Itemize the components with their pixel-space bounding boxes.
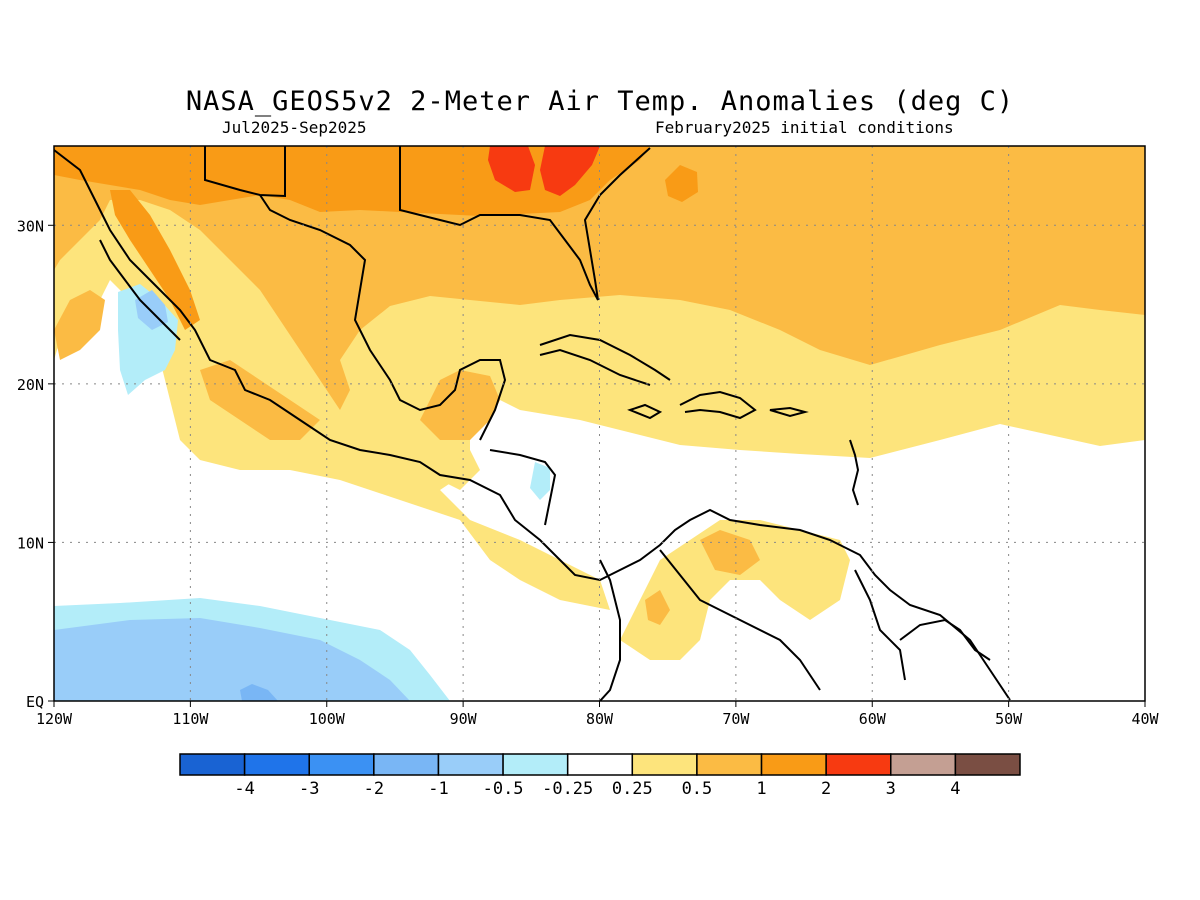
legend-swatch <box>890 753 957 776</box>
legend-label: -1 <box>428 779 448 799</box>
lon-tick-label: 90W <box>450 710 478 728</box>
latitude-axis: 30N 20N 10N EQ <box>17 217 54 711</box>
legend-label: -2 <box>364 779 384 799</box>
legend-swatch <box>179 753 246 776</box>
legend-swatch <box>954 753 1021 776</box>
anomaly-field <box>54 146 1145 701</box>
map-grid <box>54 146 1145 701</box>
coastlines <box>54 146 1011 701</box>
anomaly-band-2-3-east <box>540 146 600 196</box>
legend-label: -3 <box>299 779 319 799</box>
lon-tick-label: 110W <box>172 710 209 728</box>
anomaly-band-0.25-0.5-south <box>620 520 850 660</box>
map-title: NASA_GEOS5v2 2-Meter Air Temp. Anomalies… <box>185 86 1015 117</box>
legend-swatch <box>825 753 892 776</box>
legend-label: 4 <box>950 779 960 799</box>
anomaly-band-0.5-1-venezuela <box>700 530 760 575</box>
initial-conditions-label: February2025 initial conditions <box>655 118 954 137</box>
legend-label: 0.25 <box>612 779 653 799</box>
lon-tick-label: 70W <box>722 710 750 728</box>
color-legend: -4 -3 -2 -1 -0.5 -0.25 0.25 0.5 1 2 3 4 <box>179 753 1021 799</box>
anomaly-band-0.5-1-pacific-west <box>54 290 105 360</box>
legend-swatch <box>243 753 310 776</box>
lon-tick-label: 100W <box>309 710 346 728</box>
legend-swatch <box>502 753 569 776</box>
lat-tick-label: 20N <box>17 376 44 394</box>
anomaly-band-neg0.25-neg0.5-central-am <box>530 462 550 500</box>
anomaly-band-2-3 <box>488 146 535 192</box>
legend-swatch <box>566 753 634 776</box>
legend-label: 3 <box>886 779 896 799</box>
longitude-axis: 120W 110W 100W 90W 80W 70W 60W 50W 40W <box>36 701 1160 728</box>
legend-label: 1 <box>756 779 766 799</box>
legend-swatch <box>760 753 827 776</box>
lat-tick-label: EQ <box>26 693 44 711</box>
legend-label: -0.25 <box>542 779 593 799</box>
lon-tick-label: 60W <box>859 710 887 728</box>
anomaly-band-0.5-1-yucatan <box>420 370 500 440</box>
forecast-period: Jul2025-Sep2025 <box>222 118 367 137</box>
anomaly-band-0.5-1-mx-west <box>200 360 320 440</box>
legend-swatch <box>308 753 375 776</box>
legend-label: 2 <box>821 779 831 799</box>
anomaly-band-1-2-atlantic <box>665 165 698 202</box>
lon-tick-label: 50W <box>995 710 1023 728</box>
lon-tick-label: 80W <box>586 710 614 728</box>
anomaly-band-0.25-0.5-gulf-mx <box>200 260 480 490</box>
lon-tick-label: 40W <box>1131 710 1159 728</box>
legend-swatch <box>437 753 504 776</box>
legend-label: -4 <box>234 779 254 799</box>
legend-label: -0.5 <box>483 779 524 799</box>
anomaly-band-neg1-neg2 <box>240 684 278 701</box>
lat-tick-label: 10N <box>17 534 44 552</box>
legend-swatch <box>696 753 763 776</box>
anomaly-band-0.5-1-colombia <box>645 590 670 625</box>
anomaly-band-1-2-mx <box>110 190 200 330</box>
legend-swatch <box>631 753 698 776</box>
anomaly-band-neg0.5-neg1 <box>54 618 410 701</box>
legend-swatch <box>373 753 440 776</box>
lat-tick-label: 30N <box>17 217 44 235</box>
lon-tick-label: 120W <box>36 710 73 728</box>
legend-label: 0.5 <box>682 779 713 799</box>
